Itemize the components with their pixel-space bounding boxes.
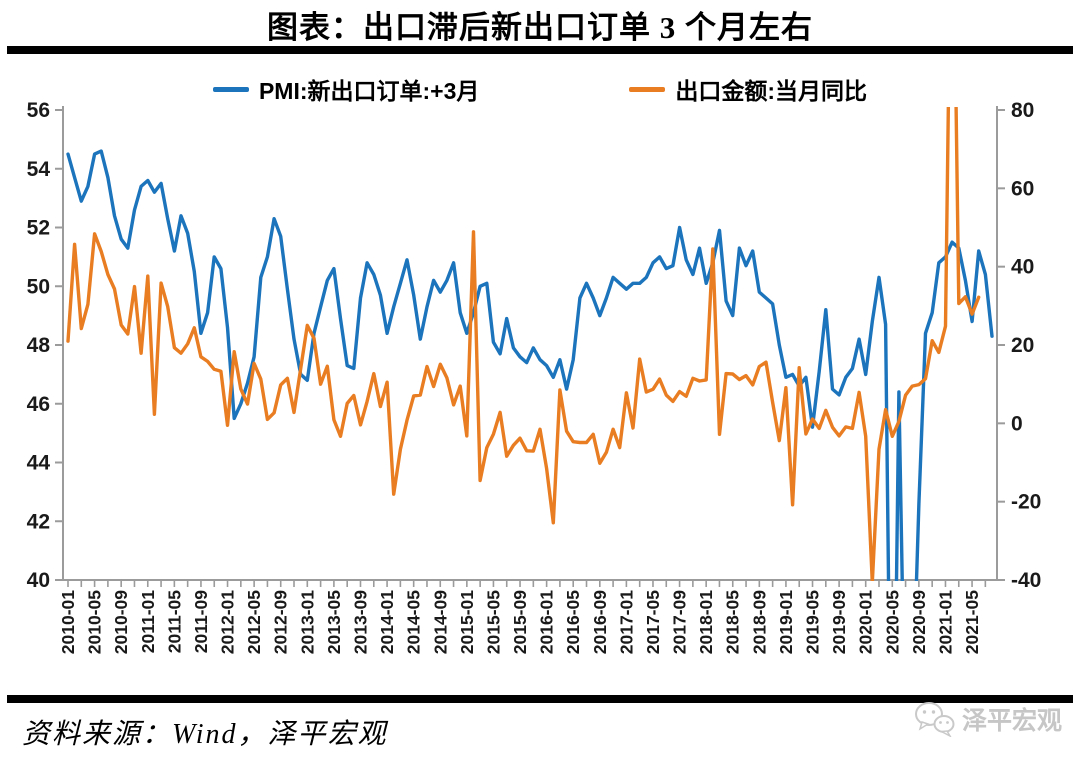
x-tick-label: 2015-01 xyxy=(457,590,477,654)
top-divider-bar xyxy=(7,46,1073,54)
x-tick-label: 2011-01 xyxy=(138,590,158,654)
x-tick-label: 2016-01 xyxy=(537,590,557,654)
legend-label-export: 出口金额:当月同比 xyxy=(675,78,868,104)
x-tick-label: 2017-05 xyxy=(643,590,663,654)
x-tick-label: 2014-05 xyxy=(404,590,424,654)
x-tick-label: 2019-01 xyxy=(776,590,796,654)
x-tick-label: 2013-05 xyxy=(324,590,344,654)
y-left-tick-label: 56 xyxy=(27,99,50,122)
y-left-tick-label: 50 xyxy=(27,275,50,298)
x-tick-label: 2016-09 xyxy=(590,590,610,654)
x-tick-label: 2016-05 xyxy=(563,590,583,654)
y-left-tick-label: 40 xyxy=(27,569,50,592)
x-tick-label: 2017-01 xyxy=(616,590,636,654)
x-tick-label: 2019-05 xyxy=(803,590,823,654)
data-source-note: 资料来源：Wind，泽平宏观 xyxy=(22,719,388,750)
y-left-tick-label: 42 xyxy=(27,510,50,533)
watermark-text: 泽平宏观 xyxy=(961,708,1062,735)
pmi-line-swatch xyxy=(212,86,249,92)
y-right-tick-label: 20 xyxy=(1011,334,1034,357)
x-tick-label: 2011-05 xyxy=(164,590,184,654)
x-tick-label: 2020-09 xyxy=(909,590,929,654)
y-left-tick-label: 54 xyxy=(27,158,51,181)
x-tick-label: 2014-01 xyxy=(377,590,397,654)
y-right-tick-label: -20 xyxy=(1011,491,1041,514)
wechat-icon xyxy=(914,702,955,737)
y-left-tick-label: 48 xyxy=(27,334,51,357)
x-tick-label: 2020-01 xyxy=(856,590,876,654)
x-tick-label: 2017-09 xyxy=(670,590,690,654)
x-tick-label: 2018-09 xyxy=(749,590,769,654)
x-tick-label: 2015-09 xyxy=(510,590,530,654)
x-tick-label: 2010-01 xyxy=(58,590,78,654)
bottom-divider-bar xyxy=(7,695,1073,703)
x-tick-label: 2020-05 xyxy=(882,590,902,654)
x-tick-label: 2011-09 xyxy=(191,590,211,654)
chart-title: 图表：出口滞后新出口订单 3 个月左右 xyxy=(267,10,813,45)
y-left-tick-label: 46 xyxy=(27,393,50,416)
export-line-swatch xyxy=(629,86,666,92)
x-tick-label: 2021-05 xyxy=(962,590,982,654)
x-tick-label: 2010-05 xyxy=(85,590,105,654)
x-tick-label: 2018-01 xyxy=(696,590,716,654)
chart-legend: PMI:新出口订单:+3月 出口金额:当月同比 xyxy=(0,72,1080,106)
y-right-tick-label: 0 xyxy=(1011,412,1023,435)
y-right-tick-label: 40 xyxy=(1011,256,1034,279)
x-tick-label: 2010-09 xyxy=(111,590,131,654)
legend-item-pmi: PMI:新出口订单:+3月 xyxy=(212,72,480,106)
chart-plot: 56 54 52 50 48 46 44 42 40 80 60 40 20 0 -20 -40 2010-01… xyxy=(27,99,1042,654)
x-tick-label: 2012-01 xyxy=(218,590,238,654)
x-tick-label: 2014-09 xyxy=(430,590,450,654)
x-tick-label: 2013-01 xyxy=(297,590,317,654)
watermark: 泽平宏观 xyxy=(914,701,1062,737)
pmi-line xyxy=(66,149,994,581)
x-tick-label: 2019-09 xyxy=(829,590,849,654)
y-left-tick-label: 44 xyxy=(27,452,51,475)
x-tick-label: 2012-05 xyxy=(244,590,264,654)
export-line xyxy=(66,107,981,581)
y-left-tick-label: 52 xyxy=(27,217,50,240)
y-right-tick-label: 80 xyxy=(1011,99,1034,122)
x-tick-label: 2021-01 xyxy=(935,590,955,654)
x-tick-label: 2018-05 xyxy=(723,590,743,654)
x-tick-label: 2012-09 xyxy=(271,590,291,654)
legend-label-pmi: PMI:新出口订单:+3月 xyxy=(258,78,480,104)
x-tick-label: 2013-09 xyxy=(350,590,370,654)
y-right-tick-label: 60 xyxy=(1011,177,1034,200)
legend-item-export: 出口金额:当月同比 xyxy=(629,72,867,106)
y-right-tick-label: -40 xyxy=(1011,569,1041,592)
x-tick-label: 2015-05 xyxy=(483,590,503,654)
